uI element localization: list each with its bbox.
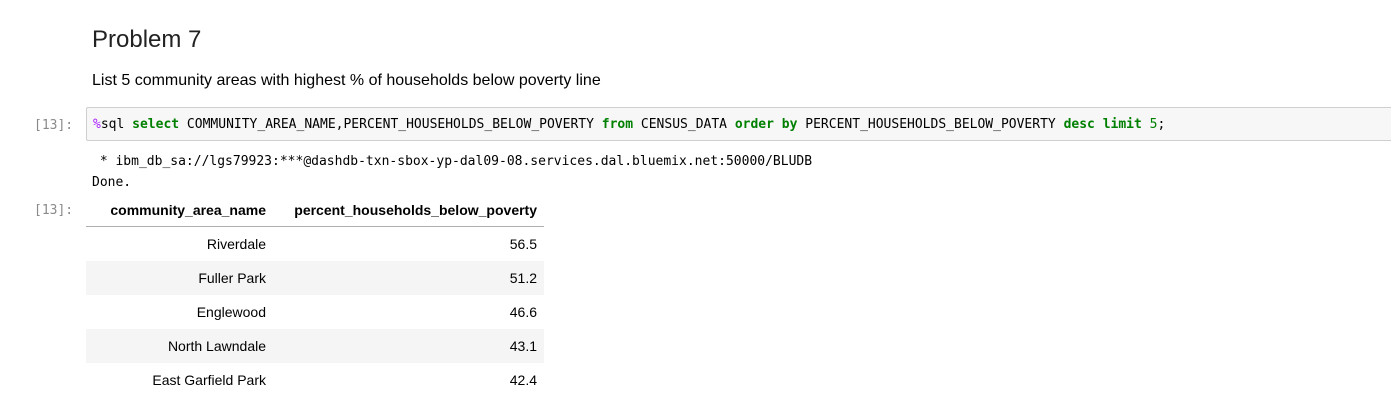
code-token-kw: from [601, 117, 634, 132]
column-header-community-area-name: community_area_name [86, 194, 273, 227]
cell-percent: 42.4 [509, 372, 537, 388]
code-token-name [774, 117, 782, 132]
code-token-name: PERCENT_HOUSEHOLDS_BELOW_POVERTY [797, 117, 1064, 132]
code-token-punct: ; [1157, 117, 1166, 132]
cell-percent: 43.1 [273, 329, 544, 363]
code-token-kw: desc [1063, 117, 1095, 132]
table-row: Fuller Park 51.2 [86, 261, 544, 295]
code-token-name [1142, 117, 1150, 132]
stdout-line-connection: * ibm_db_sa://lgs79923:***@dashdb-txn-sb… [92, 154, 813, 169]
output-prompt: [13]: [34, 203, 74, 218]
cell-community-area-name: East Garfield Park [152, 372, 266, 388]
column-header-percent-households: percent_households_below_poverty [273, 194, 544, 227]
table-header-row: community_area_name percent_households_b… [86, 194, 544, 227]
code-token-name: sql [100, 117, 133, 132]
code-input-area[interactable]: %sql select COMMUNITY_AREA_NAME,PERCENT_… [86, 107, 1391, 141]
code-token-name [1095, 117, 1103, 132]
code-token-name: CENSUS_DATA [633, 117, 735, 132]
cell-percent: 51.2 [273, 261, 544, 295]
code-token-kw: select [132, 117, 180, 132]
markdown-description: List 5 community areas with highest % of… [92, 72, 601, 89]
cell-stdout: * ibm_db_sa://lgs79923:***@dashdb-txn-sb… [92, 151, 812, 193]
table-row: Riverdale 56.5 [86, 227, 544, 262]
result-table: community_area_name percent_households_b… [86, 194, 544, 397]
code-token-num: 5 [1149, 117, 1158, 132]
code-token-punct: , [335, 117, 344, 132]
cell-community-area-name: Riverdale [206, 236, 266, 252]
cell-community-area-name: Englewood [196, 304, 266, 320]
stdout-line-done: Done. [92, 175, 132, 190]
code-token-kw: limit [1102, 117, 1142, 132]
code-token-name: COMMUNITY_AREA_NAME [179, 117, 336, 132]
code-token-name: PERCENT_HOUSEHOLDS_BELOW_POVERTY [343, 117, 602, 132]
markdown-heading: Problem 7 [92, 26, 202, 53]
table-row: Englewood 46.6 [86, 295, 544, 329]
cell-community-area-name: North Lawndale [86, 329, 273, 363]
table-row: East Garfield Park 42.4 [86, 363, 544, 397]
table-row: North Lawndale 43.1 [86, 329, 544, 363]
code-token-kw: by [781, 117, 798, 132]
cell-percent: 46.6 [509, 304, 537, 320]
code-token-magic: % [93, 117, 101, 132]
cell-community-area-name: Fuller Park [86, 261, 273, 295]
code-token-kw: order [734, 117, 774, 132]
cell-percent: 56.5 [509, 236, 537, 252]
input-prompt: [13]: [34, 118, 74, 133]
